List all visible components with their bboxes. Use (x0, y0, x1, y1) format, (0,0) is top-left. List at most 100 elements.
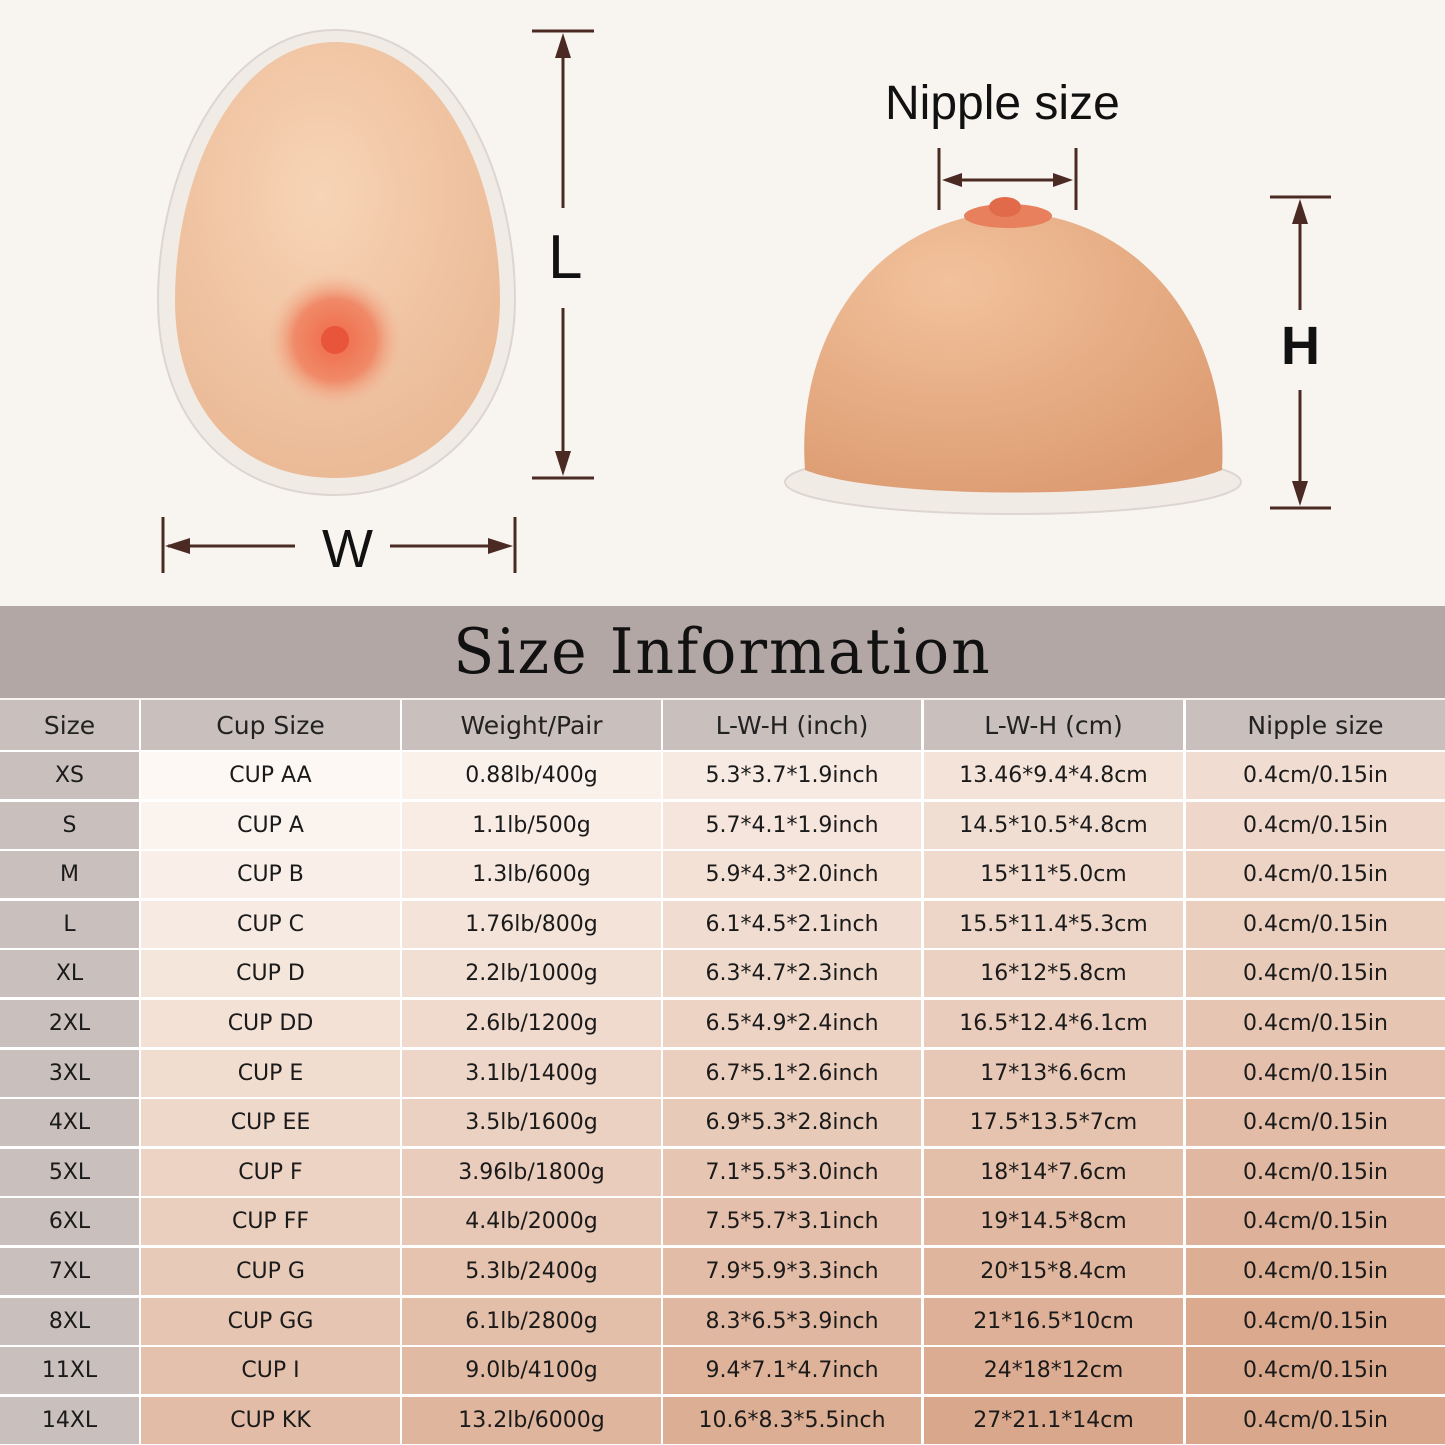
table-cell: CUP KK (141, 1396, 400, 1444)
table-cell: CUP A (141, 801, 400, 849)
table-cell: 0.4cm/0.15in (1186, 950, 1445, 998)
table-cell: CUP C (141, 900, 400, 948)
table-cell: 6.1*4.5*2.1inch (663, 900, 921, 948)
table-cell: 0.4cm/0.15in (1186, 900, 1445, 948)
title-band: Size Information (0, 606, 1445, 698)
table-cell: 1.76lb/800g (402, 900, 661, 948)
size-cell: 5XL (0, 1148, 139, 1196)
table-cell: 20*15*8.4cm (924, 1248, 1183, 1296)
table-cell: 3.96lb/1800g (402, 1148, 661, 1196)
size-cell: XS (0, 752, 139, 800)
size-cell: 11XL (0, 1347, 139, 1395)
table-cell: 0.4cm/0.15in (1186, 801, 1445, 849)
table-cell: 7.5*5.7*3.1inch (663, 1198, 921, 1246)
table-cell: CUP B (141, 851, 400, 899)
table-cell: 19*14.5*8cm (924, 1198, 1183, 1246)
product-illustration (156, 28, 1331, 573)
size-table: Size Cup Size Weight/Pair L-W-H (inch) L-W-H… (0, 700, 1445, 1445)
table-cell: 13.2lb/6000g (402, 1396, 661, 1444)
table-cell: 0.4cm/0.15in (1186, 752, 1445, 800)
column-header: L-W-H (cm) (924, 700, 1183, 750)
column-header: Size (0, 700, 139, 750)
page-title: Size Information (453, 615, 992, 689)
height-arrow (1270, 195, 1331, 510)
table-cell: 5.9*4.3*2.0inch (663, 851, 921, 899)
size-cell: 2XL (0, 1000, 139, 1048)
table-cell: 9.4*7.1*4.7inch (663, 1347, 921, 1395)
nipple-front (321, 326, 349, 354)
table-cell: 6.9*5.3*2.8inch (663, 1099, 921, 1147)
nipple-size-arrow (937, 148, 1078, 210)
column-header: Nipple size (1186, 700, 1445, 750)
nipple-size-label: Nipple size (885, 77, 1120, 130)
table-cell: 18*14*7.6cm (924, 1148, 1183, 1196)
table-cell: 0.4cm/0.15in (1186, 1049, 1445, 1097)
table-cell: 1.3lb/600g (402, 851, 661, 899)
table-cell: 21*16.5*10cm (924, 1297, 1183, 1345)
size-cell: 14XL (0, 1396, 139, 1444)
size-cell: 3XL (0, 1049, 139, 1097)
table-cell: CUP FF (141, 1198, 400, 1246)
table-cell: 5.7*4.1*1.9inch (663, 801, 921, 849)
size-cell: L (0, 900, 139, 948)
size-cell: 4XL (0, 1099, 139, 1147)
nipple-side (989, 197, 1021, 217)
table-cell: CUP I (141, 1347, 400, 1395)
table-cell: 10.6*8.3*5.5inch (663, 1396, 921, 1444)
table-cell: 0.4cm/0.15in (1186, 851, 1445, 899)
table-cell: CUP EE (141, 1099, 400, 1147)
height-label: H (1281, 316, 1320, 376)
size-cell: 6XL (0, 1198, 139, 1246)
table-cell: 0.4cm/0.15in (1186, 1000, 1445, 1048)
table-cell: 27*21.1*14cm (924, 1396, 1183, 1444)
length-label: L (548, 223, 583, 292)
table-cell: 0.4cm/0.15in (1186, 1248, 1445, 1296)
table-cell: CUP G (141, 1248, 400, 1296)
table-cell: CUP D (141, 950, 400, 998)
table-cell: 6.5*4.9*2.4inch (663, 1000, 921, 1048)
table-cell: 8.3*6.5*3.9inch (663, 1297, 921, 1345)
table-cell: 4.4lb/2000g (402, 1198, 661, 1246)
table-cell: 15.5*11.4*5.3cm (924, 900, 1183, 948)
table-cell: CUP E (141, 1049, 400, 1097)
size-cell: XL (0, 950, 139, 998)
table-cell: 0.4cm/0.15in (1186, 1099, 1445, 1147)
table-cell: 0.4cm/0.15in (1186, 1347, 1445, 1395)
table-cell: 0.4cm/0.15in (1186, 1396, 1445, 1444)
table-cell: 14.5*10.5*4.8cm (924, 801, 1183, 849)
table-cell: 0.88lb/400g (402, 752, 661, 800)
column-header: Weight/Pair (402, 700, 661, 750)
column-header: L-W-H (inch) (663, 700, 921, 750)
breast-form-side (804, 212, 1223, 493)
table-cell: CUP GG (141, 1297, 400, 1345)
table-cell: 3.1lb/1400g (402, 1049, 661, 1097)
table-cell: CUP F (141, 1148, 400, 1196)
table-cell: 9.0lb/4100g (402, 1347, 661, 1395)
size-cell: 7XL (0, 1248, 139, 1296)
table-cell: 5.3lb/2400g (402, 1248, 661, 1296)
table-cell: 0.4cm/0.15in (1186, 1148, 1445, 1196)
table-cell: CUP AA (141, 752, 400, 800)
table-cell: 13.46*9.4*4.8cm (924, 752, 1183, 800)
table-cell: 6.3*4.7*2.3inch (663, 950, 921, 998)
width-label: W (322, 519, 373, 579)
table-cell: 7.1*5.5*3.0inch (663, 1148, 921, 1196)
table-cell: 17*13*6.6cm (924, 1049, 1183, 1097)
table-cell: 16.5*12.4*6.1cm (924, 1000, 1183, 1048)
length-arrow (532, 29, 594, 480)
table-cell: 17.5*13.5*7cm (924, 1099, 1183, 1147)
breast-form-front (175, 42, 500, 478)
table-cell: 0.4cm/0.15in (1186, 1297, 1445, 1345)
table-cell: 3.5lb/1600g (402, 1099, 661, 1147)
table-cell: 15*11*5.0cm (924, 851, 1183, 899)
table-cell: 24*18*12cm (924, 1347, 1183, 1395)
table-cell: 0.4cm/0.15in (1186, 1198, 1445, 1246)
column-header: Cup Size (141, 700, 400, 750)
table-cell: 7.9*5.9*3.3inch (663, 1248, 921, 1296)
table-cell: 6.7*5.1*2.6inch (663, 1049, 921, 1097)
size-cell: 8XL (0, 1297, 139, 1345)
table-cell: 2.2lb/1000g (402, 950, 661, 998)
table-cell: 16*12*5.8cm (924, 950, 1183, 998)
table-cell: 5.3*3.7*1.9inch (663, 752, 921, 800)
table-cell: CUP DD (141, 1000, 400, 1048)
